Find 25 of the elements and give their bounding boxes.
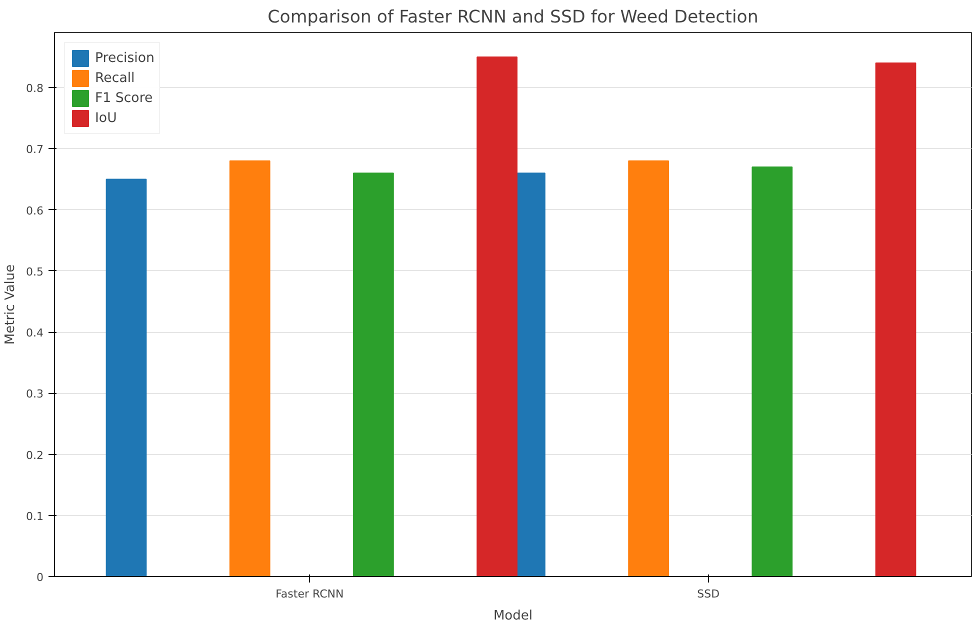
- y-tick-label: 0.6: [26, 204, 44, 218]
- bar: [752, 166, 793, 576]
- bar: [476, 56, 518, 576]
- bar: [628, 160, 669, 576]
- y-tick-label: 0.3: [26, 388, 44, 401]
- y-tick-label: 0.5: [26, 265, 44, 278]
- x-axis-title: Model: [493, 608, 533, 624]
- y-tick-label: 0.2: [26, 448, 44, 462]
- bar: [875, 62, 916, 576]
- y-tick-label: 0.8: [26, 82, 44, 96]
- y-tick-label: 0.7: [26, 143, 44, 156]
- y-axis-title: Metric Value: [3, 264, 18, 345]
- y-tick-label: 0: [36, 571, 44, 584]
- chart-title: Comparison of Faster RCNN and SSD for Weed Detection: [268, 8, 758, 28]
- bar: [106, 178, 147, 576]
- legend-label: Recall: [95, 70, 135, 86]
- bar: [353, 172, 394, 576]
- x-tick-label: Faster RCNN: [276, 588, 344, 600]
- y-tick-label: 0.1: [26, 510, 44, 523]
- bar: [229, 160, 270, 576]
- legend-label: F1 Score: [95, 90, 153, 106]
- y-tick-label: 0.4: [26, 326, 44, 340]
- legend-label: IoU: [95, 110, 117, 126]
- legend-label: Precision: [95, 50, 154, 66]
- x-tick-label: SSD: [697, 588, 720, 600]
